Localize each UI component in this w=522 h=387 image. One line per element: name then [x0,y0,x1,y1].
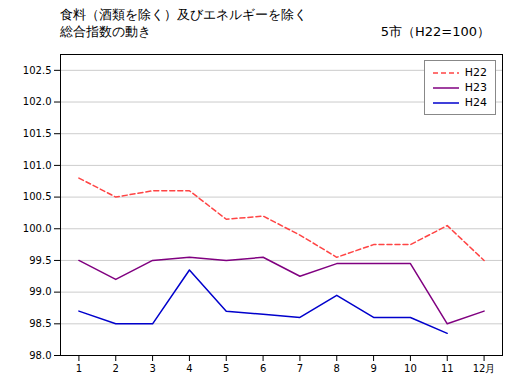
html-text:H23: H23 [464,81,487,94]
svg-text:5: 5 [223,363,229,374]
svg-text:9: 9 [370,363,376,374]
svg-text:10: 10 [404,363,417,374]
svg-text:1: 1 [76,363,82,374]
svg-text:98.0: 98.0 [29,350,51,361]
svg-text:99.5: 99.5 [29,255,51,266]
svg-text:102.0: 102.0 [23,96,52,107]
svg-text:3: 3 [149,363,155,374]
svg-text:2: 2 [113,363,119,374]
svg-text:101.5: 101.5 [23,128,52,139]
svg-text:100.0: 100.0 [23,223,52,234]
html-text:5市（H22=100）: 5市（H22=100） [380,24,490,39]
html-text:H22: H22 [464,66,487,79]
svg-text:99.0: 99.0 [29,286,51,297]
svg-text:7: 7 [297,363,303,374]
svg-text:8: 8 [334,363,340,374]
svg-text:6: 6 [260,363,266,374]
svg-text:12月: 12月 [473,363,496,374]
html-text:食料（酒類を除く）及びエネルギーを除く: 食料（酒類を除く）及びエネルギーを除く [60,7,307,22]
svg-text:11: 11 [441,363,454,374]
svg-text:101.0: 101.0 [23,160,52,171]
svg-text:102.5: 102.5 [23,65,52,76]
html-text:総合指数の動き: 総合指数の動き [60,24,151,39]
svg-text:4: 4 [186,363,192,374]
svg-text:98.5: 98.5 [29,318,51,329]
svg-text:100.5: 100.5 [23,191,52,202]
html-text:H24: H24 [464,96,487,109]
